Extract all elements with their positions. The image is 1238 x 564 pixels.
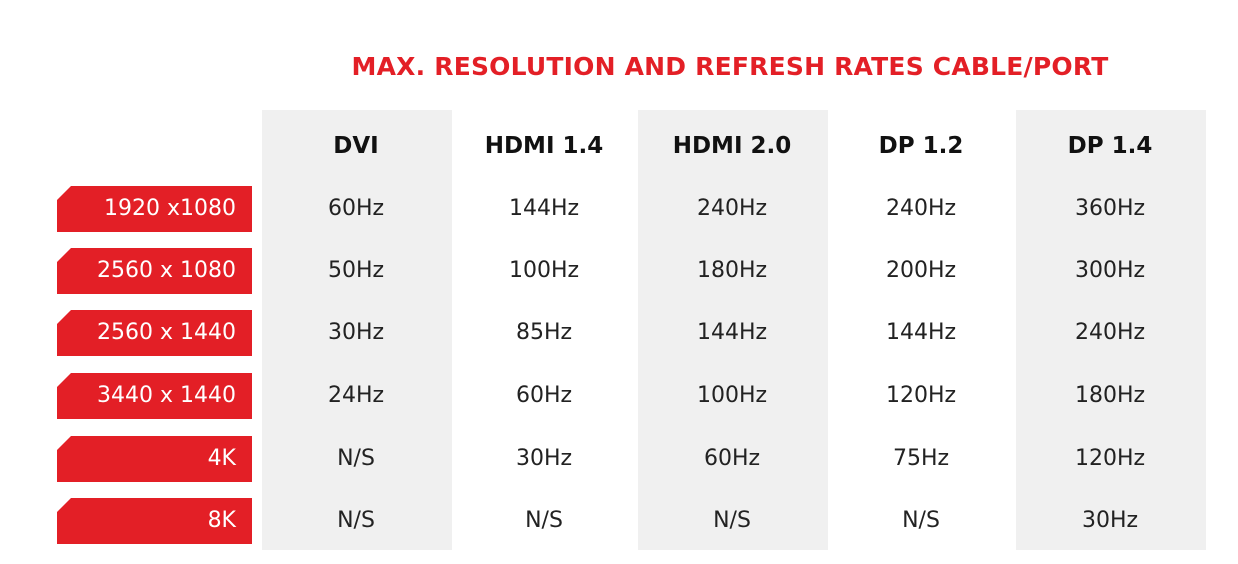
table-cell: N/S — [337, 446, 375, 471]
table-cell: 300Hz — [1074, 258, 1146, 283]
table-cell: 50Hz — [327, 258, 385, 283]
row-label-2560-x-1080: 2560 x 1080 — [57, 248, 252, 294]
table-cell: N/S — [902, 508, 940, 533]
table-cell: 60Hz — [515, 383, 573, 408]
column-band-dp-1-4 — [1016, 110, 1206, 550]
row-label-text: 3440 x 1440 — [97, 383, 236, 408]
row-label-1920-x1080: 1920 x1080 — [57, 186, 252, 232]
chart-title: MAX. RESOLUTION AND REFRESH RATES CABLE/… — [351, 52, 1109, 81]
table-cell: 30Hz — [515, 446, 573, 471]
table-cell: 144Hz — [696, 320, 768, 345]
column-band-dvi — [262, 110, 452, 550]
table-cell: 180Hz — [696, 258, 768, 283]
table-cell: 200Hz — [885, 258, 957, 283]
table-cell: N/S — [525, 508, 563, 533]
column-header-hdmi-2-0: HDMI 2.0 — [672, 133, 792, 159]
table-cell: 120Hz — [1074, 446, 1146, 471]
column-band-hdmi-2-0 — [638, 110, 828, 550]
column-header-hdmi-1-4: HDMI 1.4 — [484, 133, 604, 159]
table-cell: 30Hz — [327, 320, 385, 345]
row-label-text: 8K — [207, 508, 236, 533]
column-header-dp-1-2: DP 1.2 — [878, 133, 964, 159]
table-cell: 120Hz — [885, 383, 957, 408]
table-cell: 144Hz — [885, 320, 957, 345]
table-cell: N/S — [713, 508, 751, 533]
table-cell: 30Hz — [1081, 508, 1139, 533]
table-cell: 240Hz — [885, 196, 957, 221]
row-label-4k: 4K — [57, 436, 252, 482]
row-label-text: 2560 x 1440 — [97, 320, 236, 345]
table-cell: 60Hz — [327, 196, 385, 221]
row-label-8k: 8K — [57, 498, 252, 544]
row-label-3440-x-1440: 3440 x 1440 — [57, 373, 252, 419]
table-cell: 180Hz — [1074, 383, 1146, 408]
table-cell: 85Hz — [515, 320, 573, 345]
table-cell: 75Hz — [892, 446, 950, 471]
column-header-dp-1-4: DP 1.4 — [1067, 133, 1153, 159]
table-cell: 360Hz — [1074, 196, 1146, 221]
table-cell: 144Hz — [508, 196, 580, 221]
table-cell: 100Hz — [696, 383, 768, 408]
table-cell: 240Hz — [696, 196, 768, 221]
table-cell: N/S — [337, 508, 375, 533]
table-cell: 24Hz — [327, 383, 385, 408]
row-label-2560-x-1440: 2560 x 1440 — [57, 310, 252, 356]
row-label-text: 2560 x 1080 — [97, 258, 236, 283]
table-cell: 240Hz — [1074, 320, 1146, 345]
column-header-dvi: DVI — [333, 133, 379, 159]
table-cell: 60Hz — [703, 446, 761, 471]
row-label-text: 4K — [207, 446, 236, 471]
row-label-text: 1920 x1080 — [104, 196, 236, 221]
table-cell: 100Hz — [508, 258, 580, 283]
